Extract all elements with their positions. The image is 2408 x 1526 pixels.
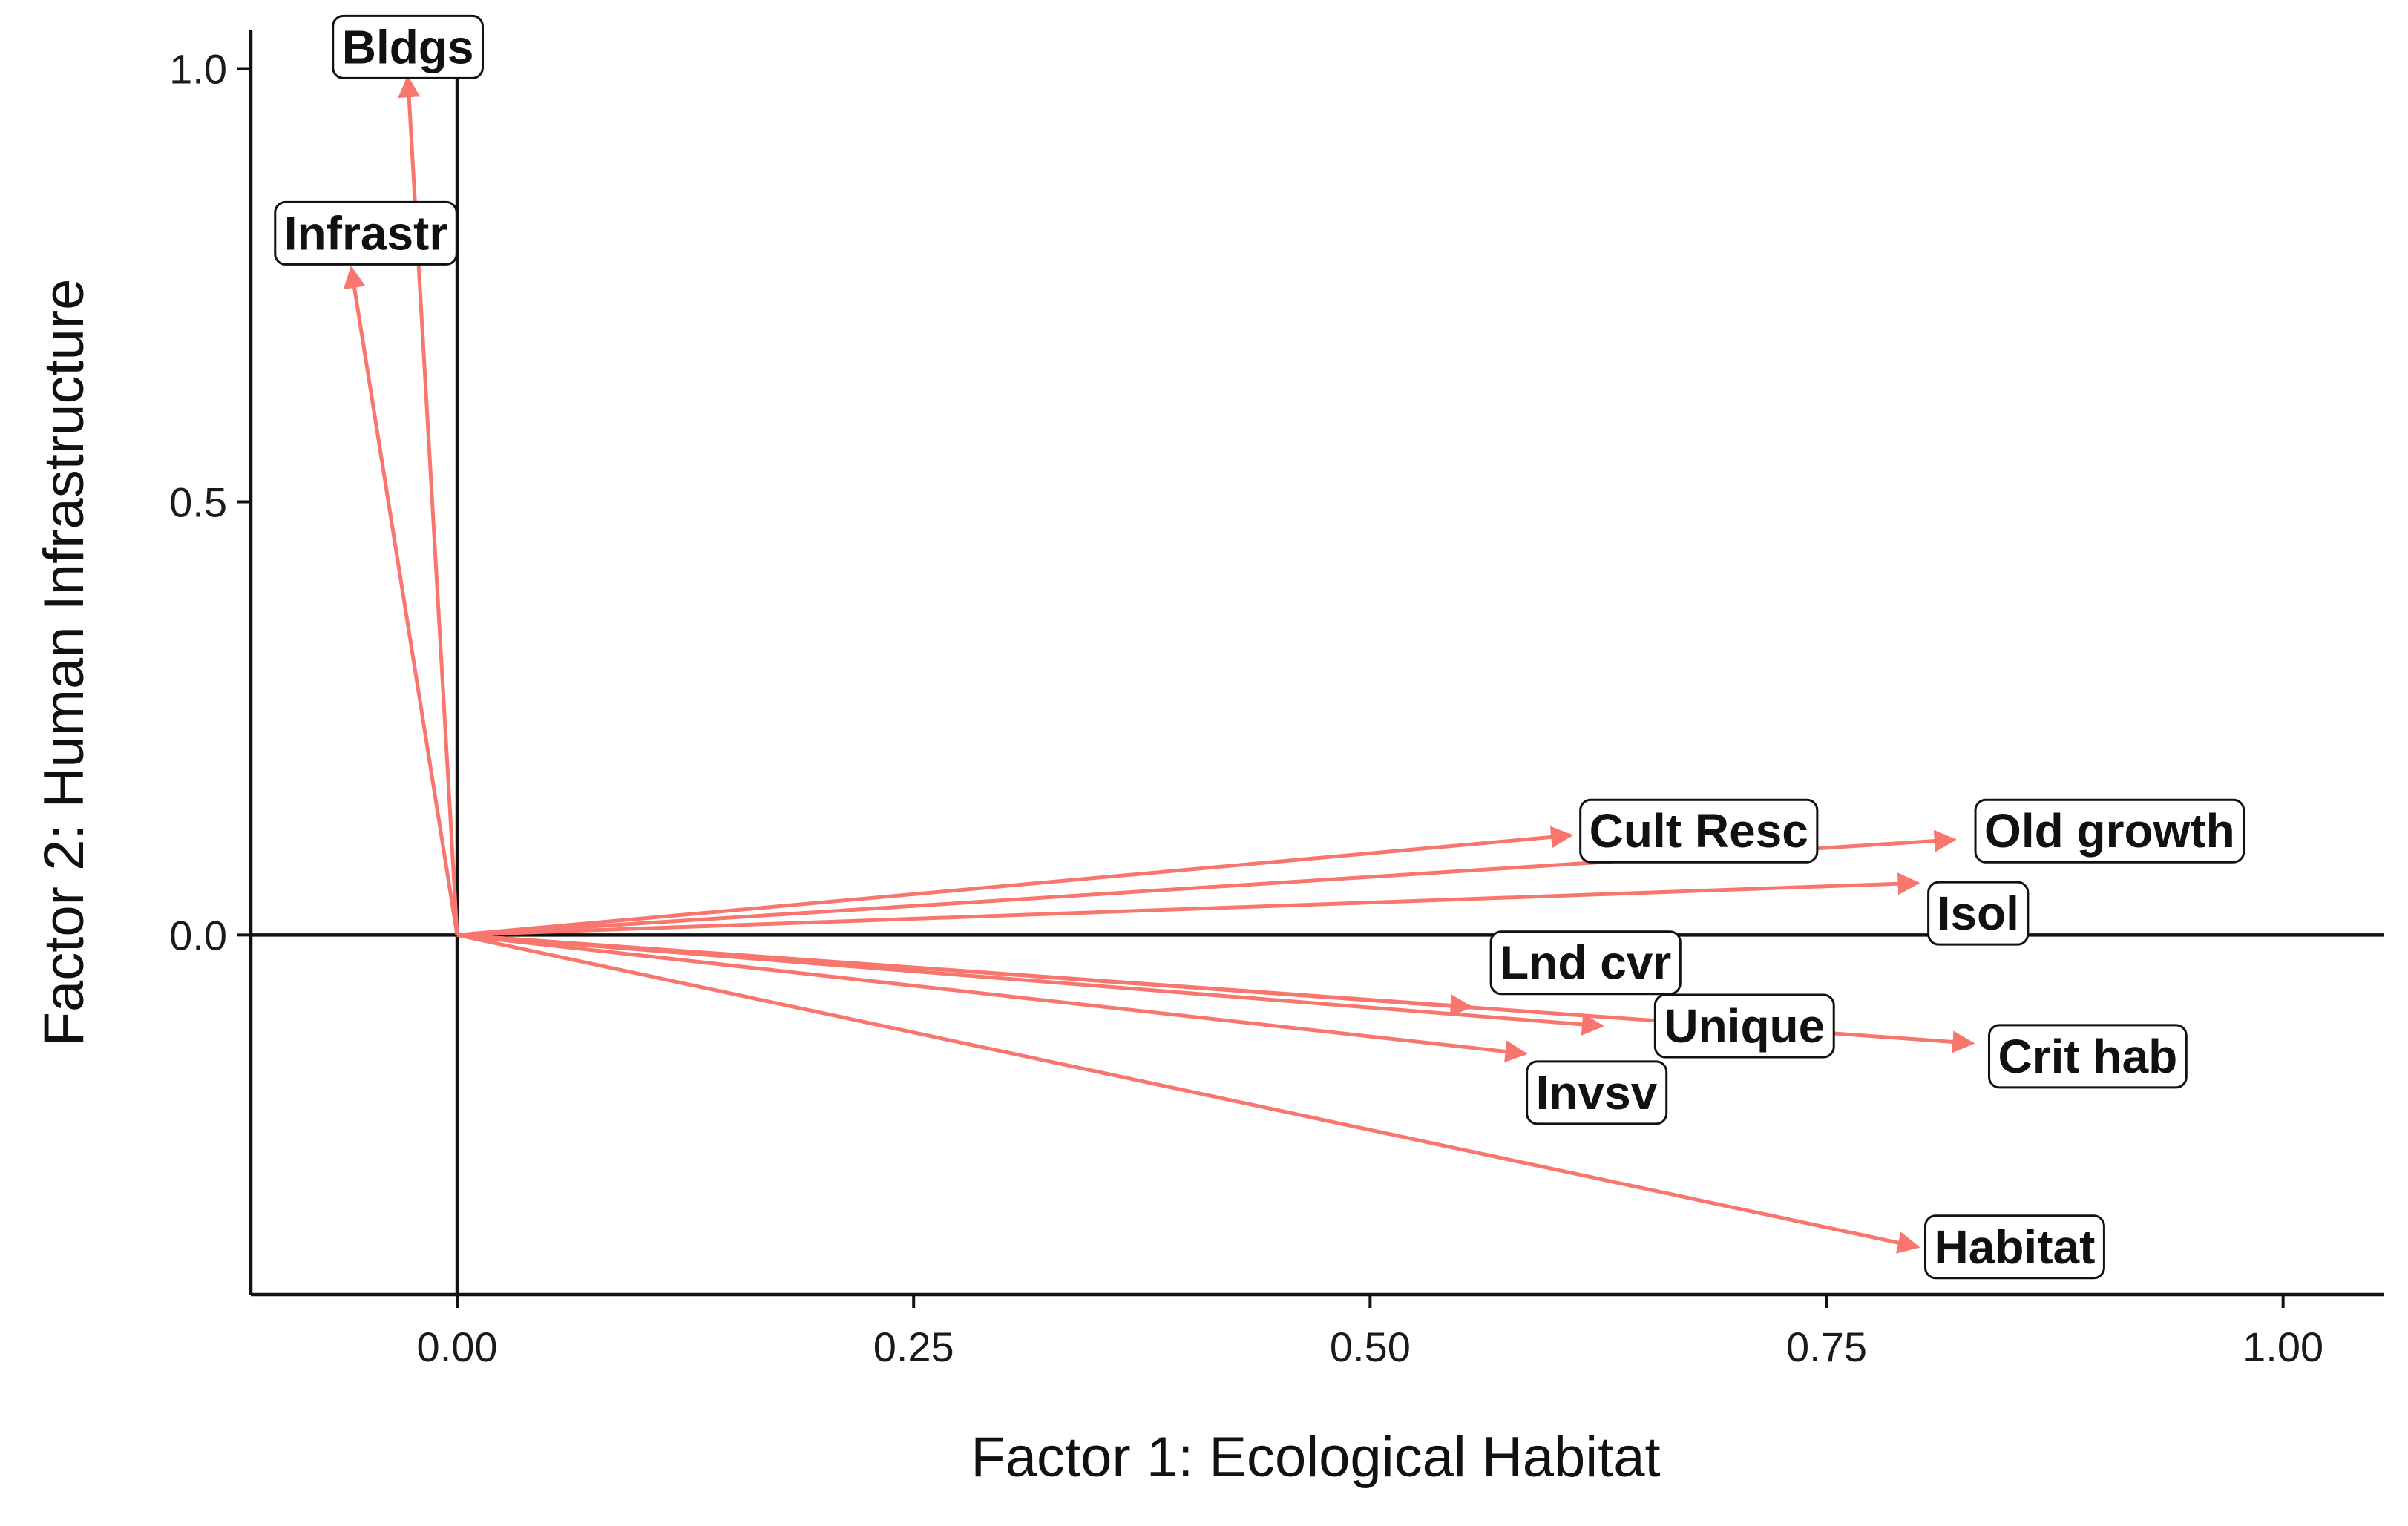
axes: 0.00 0.25 0.50 0.75 1.00 0.0 0.5 1.0 <box>169 30 2384 1370</box>
x-tick-label: 0.25 <box>873 1323 954 1370</box>
x-axis-title: Factor 1: Ecological Habitat <box>971 1426 1660 1489</box>
label-box <box>1653 993 1835 1059</box>
loading-label: Old growth <box>1974 798 2245 864</box>
x-tick-label: 1.00 <box>2243 1323 2323 1370</box>
loading-arrow <box>456 826 1574 937</box>
label-box <box>1924 1214 2105 1280</box>
loading-label: Crit hab <box>1987 1024 2188 1089</box>
reference-lines <box>251 30 2384 1295</box>
x-tick-label: 0.50 <box>1330 1323 1411 1370</box>
label-text: Habitat <box>1935 1220 2096 1274</box>
x-tick-label: 0.75 <box>1786 1323 1867 1370</box>
label-text: Unique <box>1664 999 1825 1053</box>
y-tick-label: 0.5 <box>169 478 227 525</box>
loading-label: Unique <box>1653 993 1835 1059</box>
label-text: Bldgs <box>342 20 474 73</box>
loading-arrow <box>456 872 1920 937</box>
label-text: Crit hab <box>1998 1030 2177 1083</box>
label-box <box>1987 1024 2188 1089</box>
label-box <box>1526 1060 1668 1125</box>
loading-labels: Bldgs Infrastr Cult Resc Old growth Isol Lnd … <box>274 14 2245 1280</box>
label-box <box>1927 881 2030 946</box>
loading-label: Habitat <box>1924 1214 2105 1280</box>
label-box <box>1974 798 2245 864</box>
loading-arrows <box>343 75 1975 1254</box>
label-box <box>274 200 458 266</box>
loading-label: Cult Resc <box>1579 798 1819 864</box>
label-text: Isol <box>1938 887 2019 940</box>
loading-label: Isol <box>1927 881 2030 946</box>
label-box <box>1579 798 1819 864</box>
y-tick-label: 0.0 <box>169 912 227 958</box>
label-text: Cult Resc <box>1590 804 1808 858</box>
label-text: Old growth <box>1984 804 2235 858</box>
x-tick-label: 0.00 <box>417 1323 498 1370</box>
loading-label: Infrastr <box>274 200 458 266</box>
label-text: Infrastr <box>284 206 448 260</box>
loading-arrow <box>343 266 459 935</box>
label-text: Lnd cvr <box>1500 936 1671 990</box>
loading-arrow <box>456 933 1528 1063</box>
loading-label: Lnd cvr <box>1489 930 1682 996</box>
label-box <box>1489 930 1682 996</box>
loading-label: Invsv <box>1526 1060 1668 1125</box>
loading-arrow <box>456 933 1920 1254</box>
y-axis-title: Factor 2: Human Infrastructure <box>33 279 96 1047</box>
y-tick-label: 1.0 <box>169 46 227 93</box>
label-box <box>332 14 485 79</box>
loading-label: Bldgs <box>332 14 485 79</box>
label-text: Invsv <box>1536 1066 1658 1119</box>
